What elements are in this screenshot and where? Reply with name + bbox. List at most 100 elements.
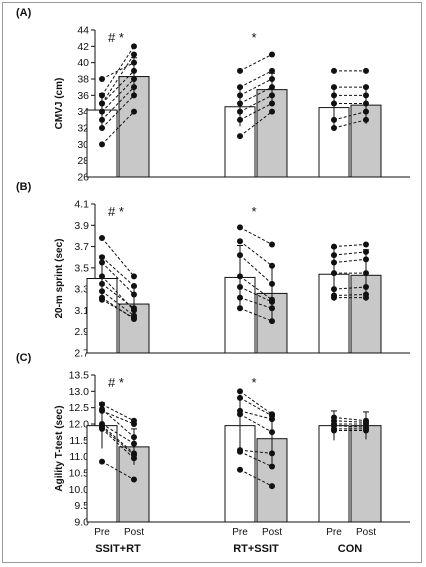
y-tick-label: 13.0: [69, 386, 90, 398]
data-point-post: [131, 440, 137, 447]
x-category-label: Post: [356, 527, 376, 538]
data-point-post: [269, 450, 275, 457]
x-category-label: Pre: [326, 527, 342, 538]
y-tick-label: 2.7: [74, 348, 89, 360]
data-point-post: [131, 421, 137, 427]
figure-frame: [2, 2, 422, 563]
data-point-pre: [237, 294, 243, 301]
individual-line: [333, 286, 367, 290]
data-point-pre: [99, 401, 105, 408]
data-point-pre: [331, 294, 337, 301]
data-point-post: [131, 67, 137, 74]
data-point-post: [269, 51, 275, 58]
data-point-pre: [99, 235, 105, 242]
y-tick-label: 26: [77, 172, 89, 184]
data-point-pre: [99, 296, 105, 303]
individual-line: [101, 237, 135, 277]
data-point-post: [131, 434, 137, 441]
data-point-pre: [331, 270, 337, 277]
data-point-post: [363, 67, 369, 74]
chart-panel-1: (A) CMVJ (cm) 26 28 30 32 34 36 38 40 42 44 # * *: [16, 7, 410, 184]
data-point-pre: [237, 388, 243, 395]
individual-line: [239, 226, 273, 245]
individual-line: [101, 425, 135, 454]
individual-line: [101, 262, 135, 295]
y-tick-label: 2.9: [74, 326, 89, 338]
data-point-post: [269, 76, 275, 82]
data-point-post: [131, 76, 137, 82]
individual-line: [101, 410, 135, 425]
group-label: SSIT+RT: [95, 543, 141, 555]
data-point-post: [269, 100, 275, 107]
individual-line: [333, 111, 367, 121]
data-point-pre: [331, 243, 337, 250]
y-tick-label: 3.9: [74, 220, 89, 232]
individual-line: [239, 254, 273, 285]
individual-line: [239, 451, 273, 467]
data-point-pre: [331, 427, 337, 434]
individual-line: [239, 275, 273, 301]
individual-line: [239, 413, 273, 433]
y-tick-label: 44: [77, 25, 89, 37]
y-tick-label: 28: [77, 155, 89, 167]
data-point-pre: [331, 125, 337, 131]
data-point-pre: [237, 133, 243, 140]
individual-line: [333, 251, 367, 256]
significance-marker: # *: [108, 30, 124, 45]
data-point-post: [131, 314, 137, 321]
individual-line: [101, 299, 135, 319]
bar-post: [350, 425, 382, 523]
data-point-post: [363, 270, 369, 277]
y-tick-label: 9.0: [74, 517, 89, 529]
data-point-post: [131, 108, 137, 115]
y-tick-label: 34: [77, 106, 89, 118]
x-category-label: Post: [262, 527, 282, 538]
data-point-pre: [99, 254, 105, 261]
data-point-pre: [99, 458, 105, 465]
individual-line: [239, 469, 273, 487]
individual-line: [239, 297, 273, 309]
data-point-post: [363, 108, 369, 115]
data-point-pre: [237, 411, 243, 418]
data-point-post: [363, 294, 369, 301]
individual-line: [101, 290, 135, 317]
data-point-post: [363, 116, 369, 123]
chart-panel-3: (C) Agility T-test (sec) 9.0 9.5 10.0 10.5 11.…: [16, 352, 410, 529]
data-point-pre: [331, 100, 337, 107]
y-tick-label: 32: [77, 123, 89, 135]
data-point-post: [363, 427, 369, 434]
data-point-pre: [237, 116, 243, 123]
individual-line: [239, 397, 273, 417]
data-point-pre: [237, 448, 243, 455]
individual-line: [101, 111, 135, 145]
data-point-pre: [331, 67, 337, 74]
y-tick-label: 38: [77, 74, 89, 86]
data-point-post: [131, 92, 137, 99]
data-point-pre: [99, 92, 105, 99]
data-point-pre: [99, 100, 105, 107]
data-point-post: [131, 84, 137, 91]
y-tick-label: 10.5: [69, 468, 90, 480]
data-point-pre: [237, 108, 243, 115]
data-point-pre: [331, 84, 337, 91]
individual-line: [101, 94, 135, 129]
individual-line: [101, 423, 135, 445]
data-point-post: [363, 100, 369, 107]
individual-line: [239, 78, 273, 96]
data-point-pre: [237, 92, 243, 99]
individual-line: [101, 256, 135, 287]
y-tick-label: 42: [77, 41, 89, 53]
y-tick-label: 12.5: [69, 402, 90, 414]
individual-line: [333, 258, 367, 264]
y-tick-label: 3.5: [74, 262, 89, 274]
individual-line: [239, 240, 273, 267]
y-tick-label: 30: [77, 139, 89, 151]
group-label: RT+SSIT: [233, 543, 279, 555]
data-point-post: [269, 67, 275, 74]
individual-line: [239, 410, 273, 420]
y-tick-label: 3.7: [74, 241, 89, 253]
data-point-pre: [99, 259, 105, 266]
data-point-pre: [237, 224, 243, 231]
data-point-pre: [331, 92, 337, 99]
significance-marker: *: [251, 30, 256, 45]
